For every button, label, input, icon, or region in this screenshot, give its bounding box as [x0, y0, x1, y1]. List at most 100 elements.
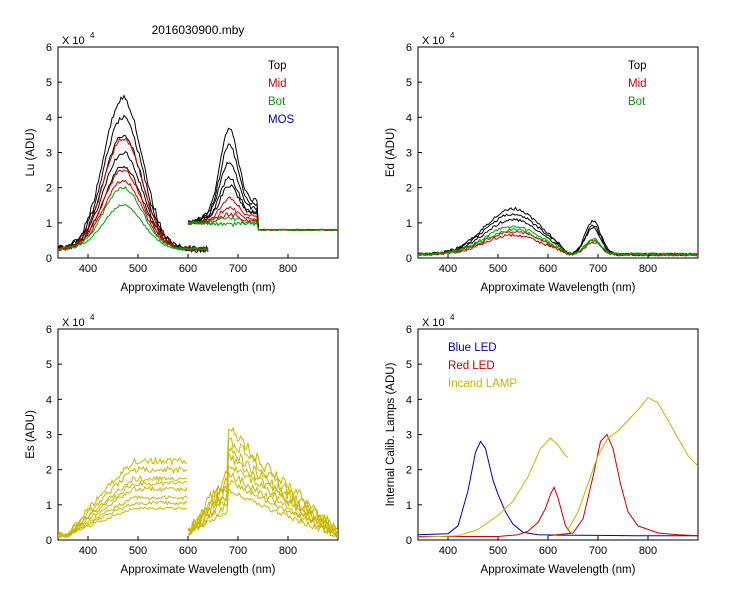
x-tick-label: 800 [279, 263, 297, 275]
series-line-red-led [547, 433, 698, 537]
y-tick-label: 5 [46, 77, 52, 89]
axis-multiplier-exponent: 4 [450, 31, 455, 40]
series-line-es-8 [187, 489, 338, 538]
x-axis-label: Approximate Wavelength (nm) [121, 282, 276, 294]
x-tick-label: 800 [639, 263, 657, 275]
series-group [58, 94, 338, 254]
series-line-top-1 [58, 94, 209, 254]
series-line-incand-lamp [567, 396, 698, 530]
y-axis-label: Lu (ADU) [25, 128, 37, 176]
y-tick-label: 0 [46, 253, 52, 265]
x-tick-label: 500 [129, 263, 147, 275]
series-line-es-6 [58, 494, 188, 539]
axis-multiplier-exponent: 4 [450, 313, 455, 322]
x-tick-label: 500 [489, 545, 507, 557]
y-tick-label: 5 [406, 359, 412, 371]
chart-lamps: 0 1 2 3 4 5 6 400 500 600 700 800 X 10 4 Approximate W… [385, 313, 699, 576]
x-tick-label: 600 [539, 263, 557, 275]
x-tick-label: 400 [79, 263, 97, 275]
y-tick-label: 2 [406, 183, 412, 195]
axis-multiplier: X 10 [62, 35, 85, 47]
y-tick-label: 4 [406, 394, 412, 406]
x-tick-label: 700 [229, 545, 247, 557]
y-tick-label: 6 [406, 324, 412, 336]
y-tick-label: 4 [46, 394, 52, 406]
y-tick-label: 0 [406, 535, 412, 547]
y-tick-label: 5 [46, 359, 52, 371]
series-line-top-1 [187, 127, 338, 231]
axis-multiplier-exponent: 4 [90, 313, 95, 322]
y-tick-label: 3 [406, 148, 412, 160]
series-line-bot-2 [58, 204, 209, 251]
series-line-incand-lamp-short- [418, 437, 569, 538]
series-group [418, 396, 698, 538]
x-axis-label: Approximate Wavelength (nm) [481, 282, 636, 294]
x-tick-label: 500 [129, 545, 147, 557]
series-line-es-1 [58, 456, 188, 538]
y-tick-label: 2 [46, 183, 52, 195]
series-line-es-6 [187, 470, 338, 536]
legend-entry: Incand LAMP [448, 378, 517, 390]
legend-entry: Mid [628, 78, 647, 90]
y-tick-label: 1 [406, 218, 412, 230]
series-line-blue-led [418, 440, 698, 537]
legend-entry: Bot [268, 96, 286, 108]
chart-ed: 0 1 2 3 4 5 6 400 500 600 700 800 X 10 4 Approximate W… [385, 31, 699, 294]
series-line-es-4 [187, 451, 338, 539]
legend-entry: Red LED [448, 360, 495, 372]
y-axis-label: Internal Calib. Lamps (ADU) [385, 362, 397, 506]
chart-lu: 0 1 2 3 4 5 6 400 500 600 700 800 X 10 4 Approximate W… [25, 31, 339, 294]
series-line-top-2 [418, 213, 698, 257]
legend-entry: Blue LED [448, 342, 497, 354]
y-tick-label: 1 [46, 500, 52, 512]
y-tick-label: 4 [46, 112, 52, 124]
axis-multiplier: X 10 [62, 317, 85, 329]
series-line-bot-1 [58, 185, 208, 251]
plot-frame [417, 46, 699, 259]
plot-frame [57, 46, 339, 259]
x-tick-label: 500 [489, 263, 507, 275]
y-tick-label: 6 [46, 42, 52, 54]
axis-multiplier-exponent: 4 [90, 31, 95, 40]
series-line-es-3 [58, 474, 188, 538]
y-tick-label: 6 [406, 42, 412, 54]
x-tick-label: 700 [589, 545, 607, 557]
series-line-es-5 [187, 464, 338, 537]
x-axis-label: Approximate Wavelength (nm) [481, 564, 636, 576]
series-line-mid-3 [58, 179, 209, 252]
y-tick-label: 5 [406, 77, 412, 89]
series-line-es-3 [187, 446, 338, 538]
y-tick-label: 1 [46, 218, 52, 230]
y-tick-label: 3 [406, 430, 412, 442]
series-line-bot-2 [418, 228, 698, 257]
legend-entry: Top [268, 60, 287, 72]
y-axis-label: Ed (ADU) [385, 128, 397, 177]
x-tick-label: 400 [439, 263, 457, 275]
y-axis-label: Es (ADU) [25, 410, 37, 459]
y-tick-label: 0 [406, 253, 412, 265]
y-tick-label: 0 [46, 535, 52, 547]
x-tick-label: 800 [279, 545, 297, 557]
x-tick-label: 800 [639, 545, 657, 557]
series-line-mid-2 [418, 232, 698, 257]
x-tick-label: 700 [589, 263, 607, 275]
y-tick-label: 6 [46, 324, 52, 336]
legend-entry: Bot [628, 96, 646, 108]
series-line-mid-3 [188, 212, 338, 231]
x-axis-label: Approximate Wavelength (nm) [121, 564, 276, 576]
x-tick-label: 700 [229, 263, 247, 275]
chart-es: 0 1 2 3 4 5 6 400 500 600 700 800 X 10 4 Approximate W… [25, 313, 339, 576]
x-tick-label: 400 [439, 545, 457, 557]
legend-entry: MOS [268, 114, 295, 126]
series-line-es-7 [187, 479, 338, 538]
series-group [58, 426, 338, 539]
x-tick-label: 600 [179, 263, 197, 275]
axis-multiplier: X 10 [422, 317, 445, 329]
y-tick-label: 4 [406, 112, 412, 124]
series-line-top-5 [187, 184, 338, 231]
series-line-bot-2 [187, 220, 338, 231]
x-tick-label: 400 [79, 545, 97, 557]
x-tick-label: 600 [179, 545, 197, 557]
series-line-es-4 [58, 480, 188, 538]
